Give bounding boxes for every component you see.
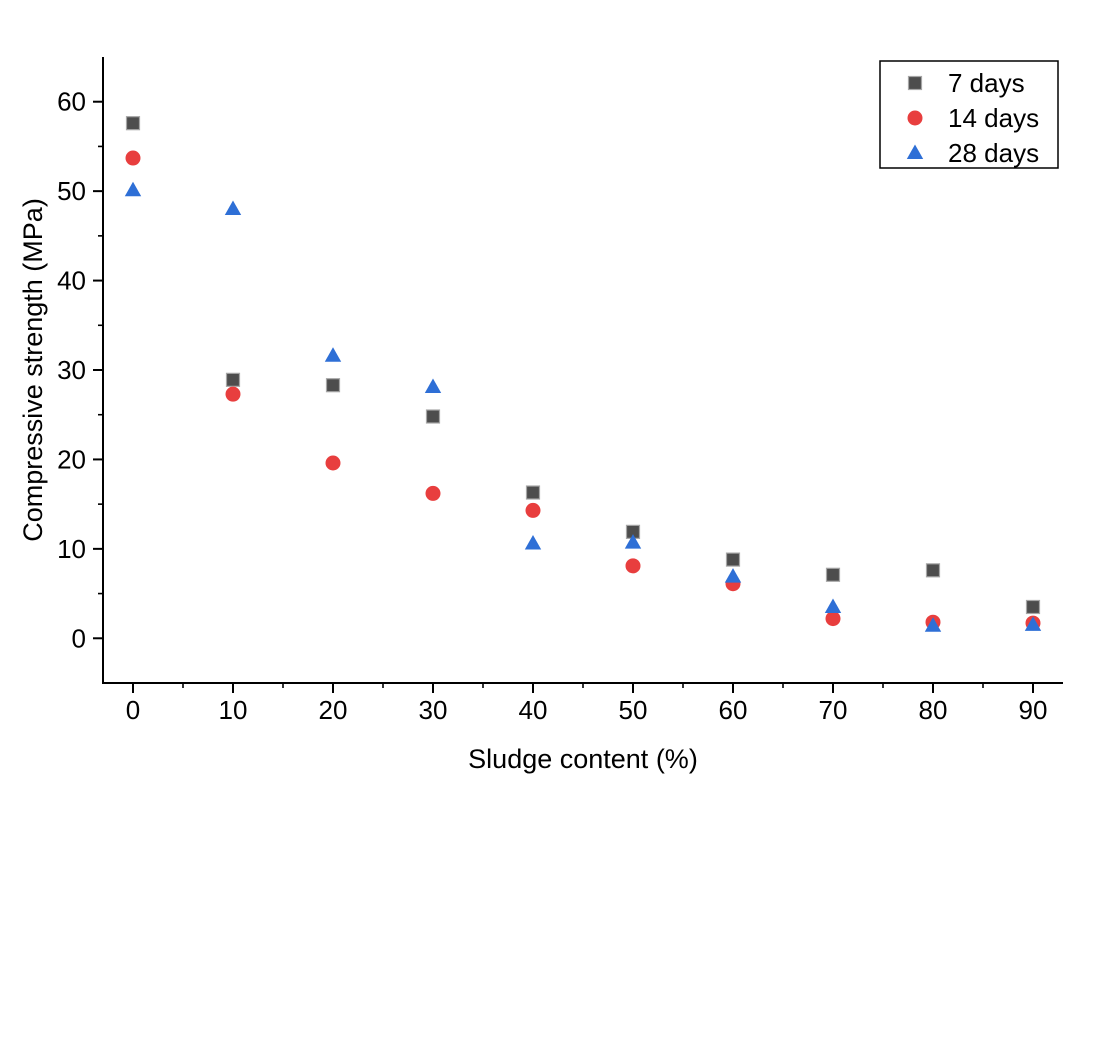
data-point-square-marker xyxy=(525,485,541,500)
data-point-square-marker xyxy=(925,563,941,578)
data-point-triangle-marker xyxy=(524,534,542,550)
data-point-circle-marker xyxy=(525,502,541,518)
x-tick-label: 80 xyxy=(919,695,948,725)
data-point-circle-marker xyxy=(625,558,641,574)
data-point-triangle-marker xyxy=(224,200,242,216)
x-tick-label: 10 xyxy=(219,695,248,725)
data-point-circle-marker xyxy=(425,485,441,501)
legend-entry: 7 days xyxy=(907,68,1025,98)
legend-label: 14 days xyxy=(948,103,1039,133)
series-14-days xyxy=(125,150,1041,631)
x-tick-label: 70 xyxy=(819,695,848,725)
x-tick-label: 0 xyxy=(126,695,140,725)
legend-label: 28 days xyxy=(948,138,1039,168)
x-axis-title: Sludge content (%) xyxy=(468,744,698,774)
x-tick-label: 50 xyxy=(619,695,648,725)
data-point-square-marker xyxy=(825,567,841,582)
x-axis-ticks: 0 10 20 30 40 50 60 70 80 90 xyxy=(126,683,1048,725)
y-axis-title: Compressive strength (MPa) xyxy=(18,198,48,542)
data-point-circle-marker xyxy=(825,611,841,627)
data-point-triangle-marker xyxy=(924,617,942,632)
data-point-circle-marker xyxy=(125,150,141,166)
y-tick-label: 10 xyxy=(57,534,86,564)
y-tick-label: 60 xyxy=(57,87,86,117)
data-point-circle-marker xyxy=(325,455,341,471)
y-tick-label: 20 xyxy=(57,444,86,474)
data-point-triangle-marker xyxy=(424,378,442,393)
legend-entries: 7 days 14 days 28 days xyxy=(906,68,1039,168)
data-point-square-marker xyxy=(725,552,741,567)
plot-points xyxy=(124,116,1042,632)
legend-triangle-marker xyxy=(906,144,924,159)
legend-label: 7 days xyxy=(948,68,1025,98)
y-tick-label: 50 xyxy=(57,176,86,206)
y-axis-ticks: 0 10 20 30 40 50 60 xyxy=(57,87,103,653)
data-point-triangle-marker xyxy=(1024,616,1042,631)
data-point-circle-marker xyxy=(225,386,241,402)
data-point-square-marker xyxy=(425,409,441,424)
legend-entry: 28 days xyxy=(906,138,1039,168)
legend-square-marker xyxy=(907,75,923,91)
series-28-days xyxy=(124,181,1042,632)
y-tick-label: 40 xyxy=(57,266,86,296)
y-tick-label: 30 xyxy=(57,355,86,385)
x-tick-label: 40 xyxy=(519,695,548,725)
data-point-square-marker xyxy=(225,372,241,387)
x-tick-label: 20 xyxy=(319,695,348,725)
data-point-triangle-marker xyxy=(624,534,642,549)
data-point-triangle-marker xyxy=(124,181,142,197)
series-7-days xyxy=(125,116,1041,615)
legend-entry: 14 days xyxy=(907,103,1039,133)
data-point-square-marker xyxy=(1025,599,1041,615)
x-tick-label: 90 xyxy=(1019,695,1048,725)
legend: 7 days 14 days 28 days xyxy=(879,60,1059,169)
data-point-triangle-marker xyxy=(724,568,742,583)
x-tick-label: 60 xyxy=(719,695,748,725)
x-tick-label: 30 xyxy=(419,695,448,725)
data-point-square-marker xyxy=(325,378,341,393)
data-point-triangle-marker xyxy=(324,347,342,362)
legend-circle-marker xyxy=(907,110,923,126)
y-tick-label: 0 xyxy=(72,623,86,653)
data-point-square-marker xyxy=(125,116,141,131)
data-point-triangle-marker xyxy=(824,598,842,613)
